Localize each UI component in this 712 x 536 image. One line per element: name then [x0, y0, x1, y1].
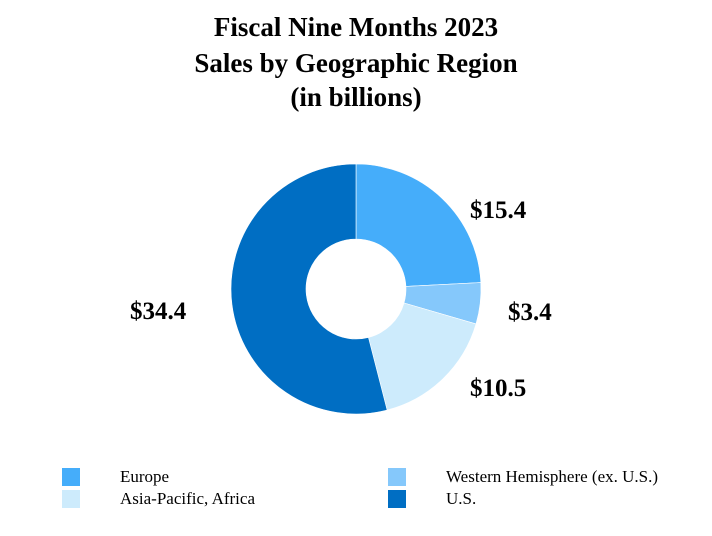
legend-label: Europe [120, 467, 170, 486]
chart-title-line-1: Fiscal Nine Months 2023 [213, 12, 499, 42]
chart-title-line-2: Sales by Geographic Region [194, 48, 518, 78]
slice-europe [355, 163, 482, 287]
data-label-western-hemisphere-ex-u-s: $3.4 [508, 299, 552, 326]
slice-asia-pacific-africa [368, 302, 477, 411]
chart-title-line-3: (in billions) [290, 82, 422, 112]
legend-swatch [62, 468, 80, 486]
legend-swatch [388, 468, 406, 486]
legend-swatch [62, 490, 80, 508]
legend-label: U.S. [446, 489, 477, 508]
data-label-asia-pacific-africa: $10.5 [470, 375, 526, 402]
data-label-u-s: $34.4 [130, 298, 187, 325]
legend-label: Western Hemisphere (ex. U.S.) [446, 467, 659, 486]
slice-u-s [230, 163, 388, 415]
legend-label: Asia-Pacific, Africa [120, 489, 255, 508]
legend-swatch [388, 490, 406, 508]
data-label-europe: $15.4 [470, 197, 527, 224]
